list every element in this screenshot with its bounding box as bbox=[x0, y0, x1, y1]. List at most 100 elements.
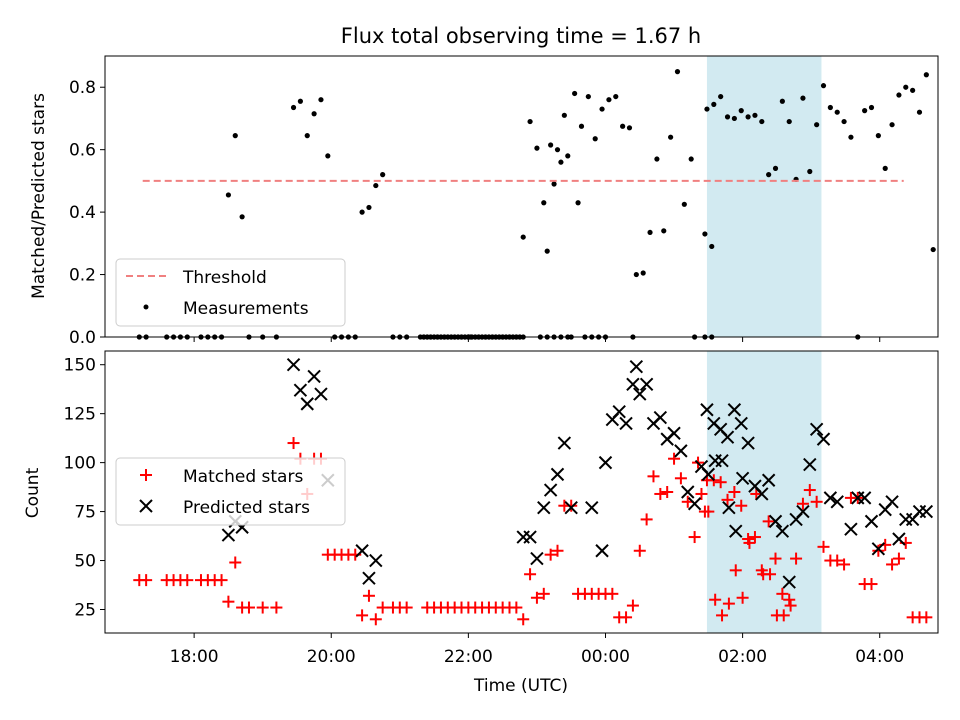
matched-star-point bbox=[356, 609, 369, 622]
measurement-point bbox=[903, 84, 909, 90]
matched-star-point bbox=[742, 533, 755, 545]
matched-star-point bbox=[256, 601, 269, 614]
top-y-tick-label: 0.8 bbox=[69, 78, 96, 98]
measurement-point bbox=[930, 246, 936, 253]
measurement-point bbox=[668, 134, 674, 140]
legend-predicted-swatch bbox=[139, 499, 153, 513]
predicted-star-point bbox=[734, 416, 748, 431]
measurement-point bbox=[674, 69, 681, 75]
predicted-star-point bbox=[626, 377, 640, 391]
matched-star-point bbox=[140, 574, 153, 587]
predicted-star-point bbox=[543, 483, 558, 497]
top-y-ticks: 0.0 0.2 0.4 0.6 0.8 bbox=[69, 78, 105, 348]
matched-star-point bbox=[654, 487, 667, 500]
predicted-star-point bbox=[286, 358, 301, 372]
bottom-y-tick-label: 50 bbox=[74, 552, 96, 572]
measurement-point bbox=[654, 156, 660, 162]
measurement-point bbox=[359, 209, 365, 215]
matched-star-point bbox=[783, 593, 796, 606]
measurement-point bbox=[380, 172, 386, 178]
predicted-star-point bbox=[830, 495, 844, 509]
matched-star-point bbox=[544, 548, 557, 561]
predicted-star-point bbox=[585, 500, 599, 515]
matched-star-point bbox=[242, 601, 255, 614]
predicted-star-point bbox=[729, 524, 743, 538]
measurement-point bbox=[896, 92, 902, 98]
predicted-star-point bbox=[700, 403, 714, 417]
measurement-point bbox=[318, 97, 324, 103]
matched-star-point bbox=[714, 476, 727, 489]
legend-predicted-label: Predicted stars bbox=[183, 498, 310, 518]
predicted-star-point bbox=[681, 485, 695, 499]
matched-star-point bbox=[661, 486, 674, 498]
predicted-star-point bbox=[912, 504, 927, 519]
measurement-point bbox=[910, 87, 916, 93]
predicted-star-point bbox=[768, 514, 783, 529]
predicted-star-point bbox=[720, 430, 735, 444]
x-tick-label: 02:00 bbox=[718, 647, 767, 667]
matched-star-point bbox=[748, 531, 761, 544]
matched-star-point bbox=[920, 611, 933, 624]
predicted-star-point bbox=[530, 551, 544, 566]
measurement-point bbox=[575, 200, 581, 206]
predicted-star-point bbox=[782, 575, 796, 589]
measurement-point bbox=[711, 101, 717, 107]
measurement-point bbox=[786, 118, 792, 125]
measurement-point bbox=[724, 114, 731, 120]
bottom-y-tick-label: 25 bbox=[74, 601, 96, 621]
x-axis-label: Time (UTC) bbox=[473, 676, 568, 696]
matched-star-point bbox=[270, 601, 283, 614]
measurement-point bbox=[297, 98, 303, 104]
measurement-point bbox=[882, 165, 888, 171]
measurement-point bbox=[681, 201, 687, 207]
measurement-point bbox=[841, 118, 847, 125]
matched-star-point bbox=[668, 452, 681, 465]
predicted-star-point bbox=[537, 500, 551, 515]
measurement-point bbox=[585, 93, 591, 100]
matched-star-point bbox=[702, 505, 715, 518]
top-x-ticks bbox=[193, 337, 881, 342]
measurement-point bbox=[702, 231, 708, 237]
predicted-star-point bbox=[619, 416, 633, 431]
measurement-point bbox=[731, 115, 737, 122]
measurement-point bbox=[558, 159, 564, 165]
predicted-star-point bbox=[300, 397, 314, 411]
measurement-point bbox=[889, 122, 895, 128]
measurement-point bbox=[290, 104, 297, 111]
measurement-point bbox=[875, 133, 881, 139]
matched-star-point bbox=[729, 564, 742, 577]
measurement-point bbox=[548, 142, 554, 148]
predicted-star-point bbox=[355, 544, 369, 558]
matched-star-point bbox=[750, 487, 763, 500]
matched-star-point bbox=[287, 437, 300, 450]
bottom-y-tick-label: 75 bbox=[74, 503, 96, 523]
measurement-point bbox=[606, 97, 612, 103]
matched-star-point bbox=[790, 552, 803, 565]
matched-star-point bbox=[872, 544, 885, 557]
matched-star-point bbox=[626, 599, 639, 612]
matched-star-point bbox=[796, 497, 809, 510]
predicted-star-point bbox=[550, 467, 565, 482]
predicted-star-point bbox=[369, 553, 383, 568]
measurement-point bbox=[868, 104, 875, 111]
measurement-point bbox=[820, 83, 827, 89]
matched-star-point bbox=[716, 609, 729, 622]
measurement-point bbox=[527, 118, 533, 125]
predicted-star-point bbox=[809, 422, 824, 437]
bottom-x-ticks: 18:00 20:00 22:00 00:00 02:00 04:00 bbox=[170, 633, 904, 667]
matched-star-point bbox=[764, 568, 777, 581]
top-panel: 0.00.20.40.60.8 Matched/Predicted stars … bbox=[29, 55, 939, 348]
matched-star-point bbox=[400, 601, 413, 614]
measurement-point bbox=[232, 133, 238, 139]
matched-star-point bbox=[838, 558, 851, 571]
measurement-point bbox=[520, 234, 526, 240]
matched-star-point bbox=[776, 587, 789, 600]
measurement-point bbox=[239, 214, 245, 220]
predicted-star-point bbox=[639, 377, 654, 391]
measurement-point bbox=[738, 108, 744, 114]
bottom-panel: 25 50 75 100 125 150 18:00 20:00 22:00 00:00 02:0… bbox=[23, 350, 939, 696]
matched-star-point bbox=[517, 613, 530, 626]
matched-star-point bbox=[755, 564, 768, 577]
top-y-tick-label: 0.6 bbox=[69, 141, 96, 161]
matched-star-point bbox=[362, 589, 375, 602]
